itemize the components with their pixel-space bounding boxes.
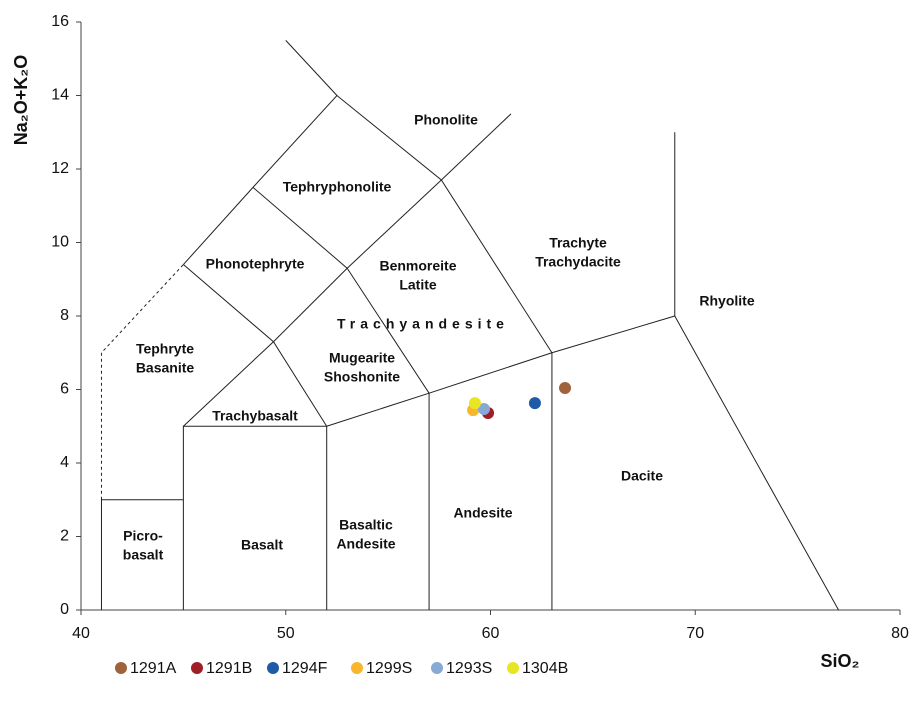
legend-label: 1293S [446, 660, 492, 677]
field-label: Andesite [336, 536, 395, 552]
field-boundary [100, 264, 184, 500]
field-label: Phonolite [414, 112, 478, 128]
y-tick-label: 16 [51, 13, 69, 30]
field-boundary [441, 113, 512, 181]
field-label: basalt [123, 547, 164, 563]
field-label: Tephryte [136, 341, 194, 357]
y-tick-label: 14 [51, 87, 69, 104]
y-tick-label: 8 [60, 307, 69, 324]
x-tick-label: 80 [891, 625, 909, 642]
legend-label: 1299S [366, 660, 412, 677]
field-label: Trachybasalt [212, 408, 298, 424]
field-label: Mugearite [329, 350, 395, 366]
x-axis-title: SiO₂ [820, 651, 859, 671]
legend-marker [351, 662, 363, 674]
field-boundary [183, 179, 442, 427]
field-label: Andesite [453, 505, 512, 521]
field-boundary [183, 94, 553, 610]
legend-marker [507, 662, 519, 674]
legend-marker [431, 662, 443, 674]
field-label: Trachyte [549, 235, 607, 251]
data-point [477, 402, 490, 415]
data-point [528, 397, 541, 410]
field-label: Phonotephryte [206, 256, 305, 272]
legend-label: 1304B [522, 660, 568, 677]
field-boundary [252, 186, 348, 269]
data-point [559, 382, 572, 395]
legend-label: 1291A [130, 660, 177, 677]
field-label: Picro- [123, 528, 163, 544]
field-label: Basalt [241, 537, 283, 553]
legend-label: 1294F [282, 660, 328, 677]
y-axis-title: Na₂O+K₂O [11, 55, 31, 146]
x-tick-label: 50 [277, 625, 295, 642]
field-label: Trachydacite [535, 254, 621, 270]
field-boundary [285, 40, 338, 96]
legend-marker [191, 662, 203, 674]
y-tick-label: 2 [60, 528, 69, 545]
field-label: Rhyolite [699, 293, 754, 309]
field-label: Tephryphonolite [283, 179, 392, 195]
field-boundary [182, 425, 328, 610]
x-tick-label: 70 [686, 625, 704, 642]
field-boundary [326, 315, 840, 611]
field-label: Benmoreite [379, 258, 456, 274]
x-tick-label: 60 [482, 625, 500, 642]
y-tick-label: 4 [60, 454, 69, 471]
field-label: Trachyandesite [337, 316, 509, 332]
data-point [468, 397, 481, 410]
y-tick-label: 12 [51, 160, 69, 177]
x-tick-label: 40 [72, 625, 90, 642]
y-tick-label: 0 [60, 601, 69, 618]
field-label: Latite [399, 277, 437, 293]
legend-label: 1291B [206, 660, 252, 677]
field-label: Dacite [621, 468, 663, 484]
legend-marker [115, 662, 127, 674]
field-label: Shoshonite [324, 369, 400, 385]
legend-marker [267, 662, 279, 674]
field-label: Basaltic [339, 517, 393, 533]
y-tick-label: 6 [60, 381, 69, 398]
y-tick-label: 10 [51, 234, 69, 251]
field-boundary [183, 264, 328, 427]
field-label: Basanite [136, 360, 195, 376]
